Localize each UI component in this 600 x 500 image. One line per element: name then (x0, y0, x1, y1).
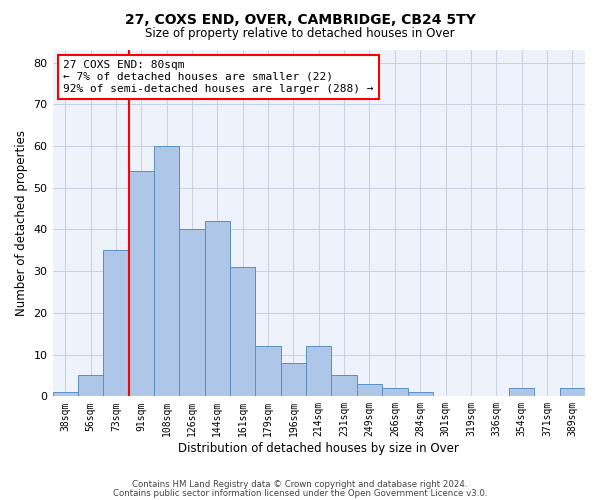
Text: 27 COXS END: 80sqm
← 7% of detached houses are smaller (22)
92% of semi-detached: 27 COXS END: 80sqm ← 7% of detached hous… (63, 60, 374, 94)
Bar (179, 230, 205, 396)
X-axis label: Distribution of detached houses by size in Over: Distribution of detached houses by size … (178, 442, 459, 455)
Bar (306, 346, 331, 397)
Bar (128, 171, 154, 396)
Bar (560, 388, 585, 396)
Bar (78, 376, 103, 396)
Bar (407, 392, 433, 396)
Bar (154, 146, 179, 397)
Bar (357, 384, 382, 396)
Bar (230, 267, 256, 396)
Bar (331, 376, 357, 396)
Bar (382, 388, 407, 396)
Bar (205, 221, 230, 396)
Text: Contains HM Land Registry data © Crown copyright and database right 2024.: Contains HM Land Registry data © Crown c… (132, 480, 468, 489)
Bar (281, 363, 306, 396)
Bar (103, 250, 128, 396)
Bar (53, 392, 78, 396)
Y-axis label: Number of detached properties: Number of detached properties (15, 130, 28, 316)
Text: Size of property relative to detached houses in Over: Size of property relative to detached ho… (145, 28, 455, 40)
Text: Contains public sector information licensed under the Open Government Licence v3: Contains public sector information licen… (113, 489, 487, 498)
Bar (509, 388, 534, 396)
Bar (256, 346, 281, 397)
Text: 27, COXS END, OVER, CAMBRIDGE, CB24 5TY: 27, COXS END, OVER, CAMBRIDGE, CB24 5TY (125, 12, 475, 26)
